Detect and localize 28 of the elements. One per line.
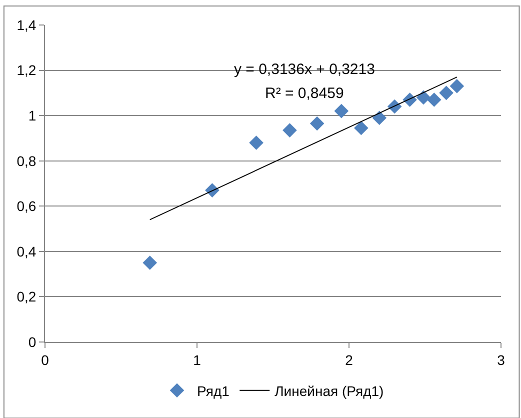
- y-tick-label: 1,4: [16, 16, 36, 33]
- y-tick-label: 1: [28, 107, 36, 124]
- y-tick-label: 0,4: [16, 243, 36, 260]
- y-tick-label: 0: [28, 334, 36, 350]
- point: [142, 256, 158, 270]
- legend-label: Ряд1: [197, 382, 230, 399]
- x-tick-label: 3: [497, 352, 506, 368]
- point: [310, 116, 324, 131]
- annotation: y = 0,3136x + 0,3213: [234, 61, 375, 78]
- point: [205, 183, 220, 198]
- legend-label: Линейная (Ряд1): [274, 382, 384, 399]
- point: [282, 123, 297, 138]
- point: [372, 110, 387, 125]
- y-tick-label: 0,6: [16, 198, 36, 214]
- y-tick-label: 0,8: [16, 152, 36, 169]
- x-tick-label: 2: [345, 352, 354, 368]
- x-tick-label: 1: [193, 352, 202, 368]
- point: [416, 90, 431, 105]
- point: [426, 92, 442, 107]
- y-tick-label: 1,2: [16, 62, 36, 78]
- annotation: R² = 0,8459: [265, 85, 344, 102]
- point: [450, 78, 464, 94]
- point: [354, 120, 368, 136]
- point: [334, 104, 349, 118]
- y-tick-label: 0,2: [16, 288, 36, 305]
- point: [249, 136, 264, 150]
- x-tick-label: 0: [41, 352, 50, 368]
- point: [439, 86, 454, 100]
